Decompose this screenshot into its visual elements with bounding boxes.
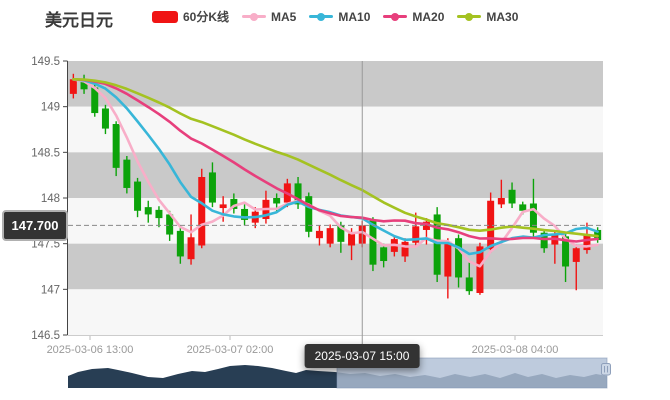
candle[interactable] [80, 74, 88, 94]
y-axis-label: 148 [41, 193, 60, 205]
candle[interactable] [433, 207, 441, 283]
candle[interactable] [144, 200, 152, 223]
candle[interactable] [176, 227, 184, 264]
y-axis-label: 146.5 [31, 330, 60, 342]
marker-dot-icon [391, 12, 400, 21]
candle[interactable] [230, 193, 238, 214]
candle[interactable] [198, 168, 206, 249]
candle[interactable] [101, 104, 109, 135]
crosshair-price-label: 147.700 [2, 210, 68, 241]
candle[interactable] [422, 218, 430, 245]
legend-item-ma20[interactable]: MA20 [383, 10, 444, 24]
y-axis: 149.5 149 148.5 148 147.5 147 146.5 [31, 56, 68, 342]
ma20-line [72, 78, 599, 243]
candle[interactable] [112, 121, 120, 177]
legend-item-label: MA20 [412, 9, 445, 24]
candle[interactable] [326, 224, 334, 248]
line-dot-icon [457, 12, 482, 21]
candle[interactable] [487, 192, 495, 253]
ma5-line [72, 78, 599, 268]
candle[interactable] [401, 238, 409, 262]
marker-dot-icon [465, 12, 474, 21]
legend-item-ma30[interactable]: MA30 [457, 10, 518, 24]
marker-dot-icon [250, 12, 259, 21]
y-axis-label: 147 [41, 284, 60, 296]
legend: 60分K线 MA5 MA10 MA20 MA30 [152, 8, 518, 25]
candle[interactable] [508, 182, 516, 209]
crosshair-time-label: 2025-03-07 15:00 [304, 344, 420, 368]
kline-swatch-icon [152, 10, 178, 23]
candle[interactable] [315, 225, 323, 246]
ma30-line [72, 78, 599, 238]
legend-item-label: 60分K线 [183, 10, 230, 24]
background-bands [68, 61, 603, 335]
legend-item-label: MA5 [271, 9, 297, 24]
legend-item-ma5[interactable]: MA5 [242, 10, 296, 24]
candle[interactable] [444, 238, 452, 299]
line-dot-icon [309, 12, 334, 21]
x-axis-label: 2025-03-08 04:00 [472, 344, 559, 356]
y-axis-label: 148.5 [31, 147, 60, 159]
candle[interactable] [219, 196, 227, 222]
legend-item-label: MA10 [338, 9, 371, 24]
candle[interactable] [294, 176, 302, 209]
legend-item-ma10[interactable]: MA10 [309, 10, 370, 24]
line-dot-icon [242, 12, 267, 21]
marker-dot-icon [317, 12, 326, 21]
navigator-handle[interactable] [601, 363, 611, 376]
candle[interactable] [123, 155, 131, 194]
candle[interactable] [241, 204, 249, 226]
candle[interactable] [540, 229, 548, 253]
y-axis-label: 149 [41, 102, 60, 114]
candle[interactable] [380, 243, 388, 268]
candle[interactable] [155, 206, 163, 228]
candle[interactable] [305, 192, 313, 238]
candle[interactable] [187, 214, 195, 265]
candle[interactable] [412, 212, 420, 247]
candle[interactable] [572, 244, 580, 291]
candle[interactable] [166, 210, 174, 241]
candle[interactable] [69, 73, 77, 99]
candle[interactable] [497, 179, 505, 209]
y-axis-label: 149.5 [31, 56, 60, 68]
x-axis-label: 2025-03-07 02:00 [187, 344, 274, 356]
line-dot-icon [383, 12, 408, 21]
legend-item-label: MA30 [486, 9, 519, 24]
y-axis-label: 147.5 [31, 239, 60, 251]
legend-item-60分k线[interactable]: 60分K线 [152, 8, 229, 25]
x-axis-label: 2025-03-06 13:00 [47, 344, 134, 356]
candle[interactable] [208, 162, 216, 208]
page-title: 美元日元 [45, 11, 113, 30]
candle[interactable] [455, 234, 463, 288]
candle[interactable] [465, 261, 473, 295]
candle[interactable] [134, 177, 142, 218]
x-axis: 2025-03-06 13:00 2025-03-07 02:00 2025-03-… [47, 335, 603, 356]
